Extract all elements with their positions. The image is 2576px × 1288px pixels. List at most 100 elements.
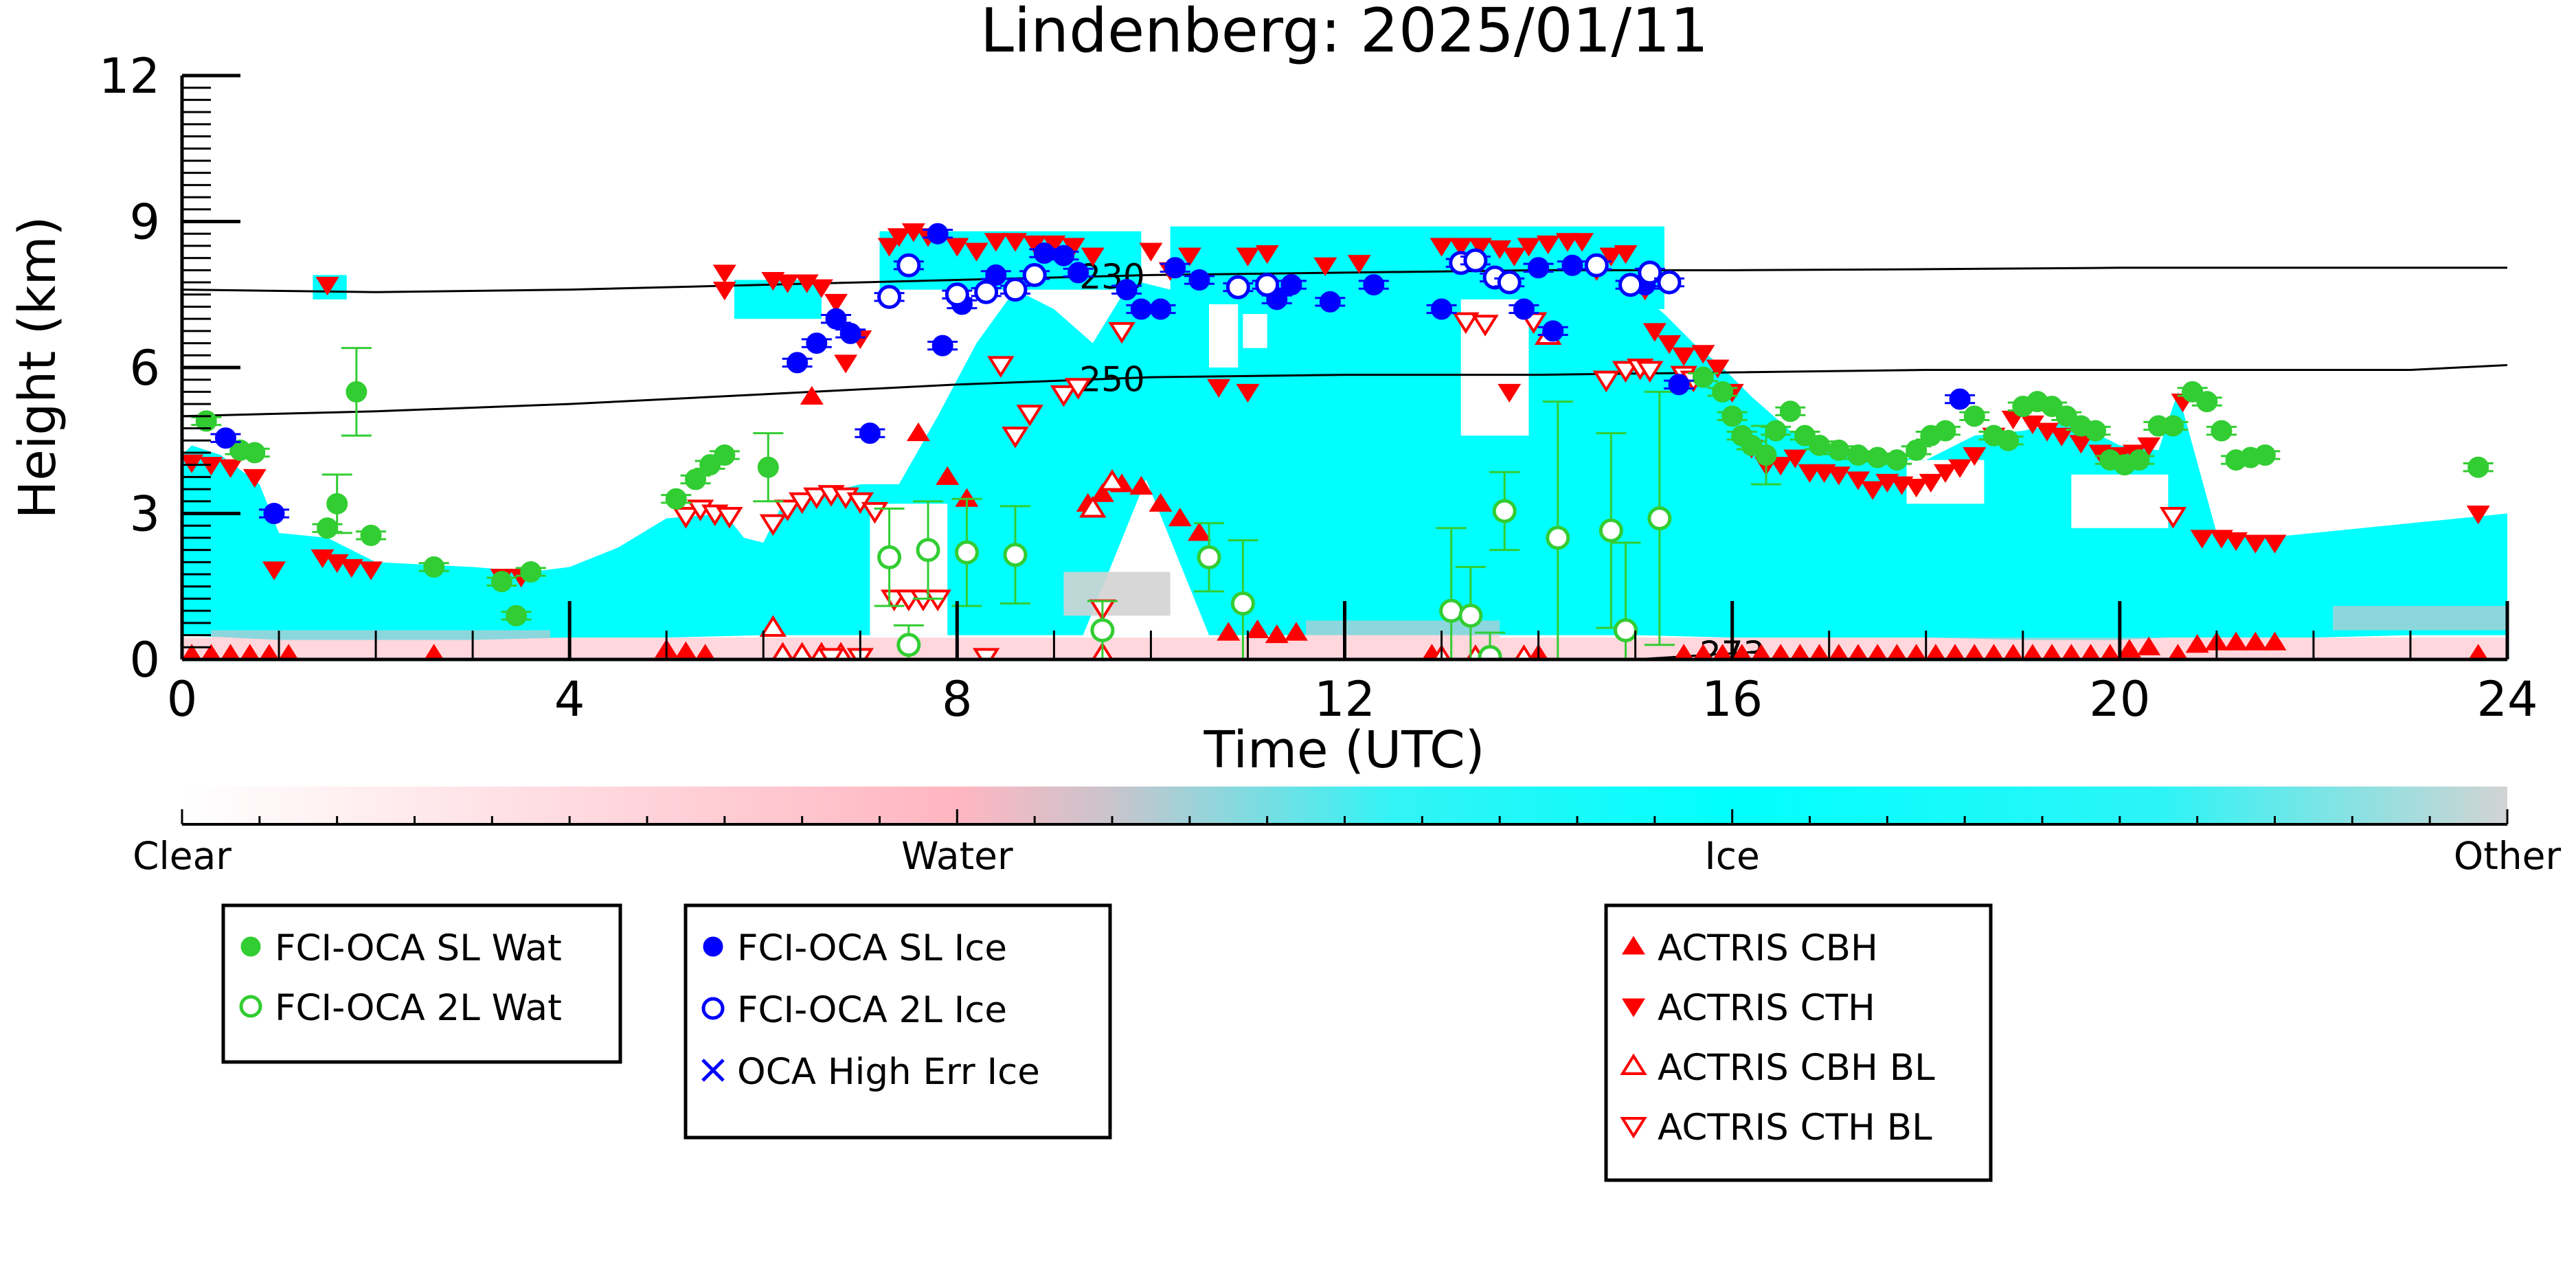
series-fci-oca-sl-ice (210, 223, 1976, 524)
data-point (2085, 420, 2107, 442)
data-point (931, 335, 953, 357)
data-point (1225, 275, 1250, 300)
data-point (2117, 639, 2141, 658)
series-fci-oca-2l-ice (874, 248, 1684, 309)
data-point (317, 517, 339, 539)
data-point (1458, 603, 1483, 628)
data-point (803, 487, 831, 510)
data-point (1829, 644, 1849, 659)
data-point (945, 282, 969, 307)
series-actris-cth (182, 223, 2490, 588)
legend-frame (683, 903, 1112, 1140)
colorbar-ticks (181, 809, 2509, 824)
data-point (1906, 644, 1926, 659)
data-point (1721, 405, 1743, 427)
data-point (259, 644, 280, 659)
colorbar-label: Clear (133, 834, 231, 878)
data-point (1478, 644, 1502, 659)
legend-marker (240, 936, 261, 957)
x-tick-label: 16 (1702, 671, 1763, 727)
legend-label: ACTRIS CTH BL (1658, 1107, 1932, 1149)
data-point (1732, 644, 1752, 659)
data-point (896, 633, 921, 657)
data-point (1129, 475, 1153, 495)
x-tick-label: 4 (554, 671, 585, 727)
data-point (1561, 254, 1583, 276)
data-point (315, 277, 339, 296)
data-point (1998, 429, 2020, 451)
data-point (2162, 415, 2184, 437)
legend-label: FCI-OCA 2L Ice (737, 989, 1007, 1031)
data-point (1265, 624, 1289, 644)
data-point (1284, 622, 1308, 641)
data-point (839, 322, 861, 344)
x-axis-label: Time (UTC) (1203, 721, 1484, 780)
data-point (1090, 618, 1115, 642)
legend-label: ACTRIS CBH BL (1658, 1047, 1935, 1089)
data-point (2263, 534, 2287, 554)
colorbar-labels: Clear Water Ice Other (133, 834, 2561, 878)
data-point (339, 558, 363, 578)
data-point (2061, 644, 2081, 659)
data-point (1313, 257, 1337, 276)
data-point (1933, 464, 1957, 483)
data-point (887, 228, 911, 247)
data-point (221, 644, 240, 659)
data-point (506, 605, 528, 626)
data-point (1846, 471, 1871, 490)
data-point (1079, 495, 1107, 518)
data-point (1542, 320, 1564, 342)
data-point (1657, 270, 1682, 295)
data-point (665, 488, 687, 510)
data-point (712, 282, 736, 301)
data-point (424, 644, 444, 659)
legend-frame (221, 903, 622, 1064)
data-point (1431, 298, 1453, 320)
clear-region (870, 504, 948, 635)
legend-frame (1604, 903, 1993, 1182)
data-point (1130, 298, 1152, 320)
data-point (1706, 359, 1730, 379)
y-tick-label: 6 (129, 340, 160, 396)
series-fci-oca-sl-wat (191, 347, 2494, 626)
data-point (2254, 444, 2276, 466)
data-point (800, 385, 824, 405)
data-point (1636, 361, 1664, 383)
data-point (1848, 644, 1868, 659)
data-point (1255, 273, 1280, 297)
data-point (896, 253, 921, 278)
data-point (1925, 644, 1946, 659)
data-point (199, 457, 223, 476)
legend-marker-stroke (701, 1059, 725, 1082)
data-point (1668, 374, 1690, 396)
data-point (1904, 479, 1928, 498)
legend-marker (1621, 936, 1646, 955)
data-point (1050, 385, 1078, 407)
data-point (771, 642, 794, 659)
legend-box-1: FCI-OCA SL Wat FCI-OCA 2L Wat (221, 903, 622, 1064)
data-point (2128, 449, 2150, 471)
data-point (423, 556, 445, 578)
data-point (1492, 499, 1517, 523)
x-tick-label: 20 (2089, 671, 2150, 727)
data-point (1449, 238, 1473, 257)
data-point (1546, 526, 1570, 550)
data-point (2466, 505, 2490, 525)
y-tick-label: 3 (129, 486, 160, 543)
data-point (1657, 335, 1681, 354)
data-point (759, 615, 787, 637)
data-point (520, 561, 542, 583)
data-point (182, 454, 204, 473)
legend-marker (1620, 1116, 1647, 1139)
data-point (1236, 383, 1260, 403)
data-point (776, 274, 800, 293)
data-point (1868, 644, 1888, 659)
data-point (1003, 543, 1028, 567)
data-point (1528, 257, 1550, 279)
data-point (906, 422, 930, 442)
data-point (1614, 245, 1638, 264)
legend-label: FCI-OCA SL Ice (737, 927, 1007, 969)
data-point (325, 554, 349, 573)
data-point (773, 499, 802, 521)
